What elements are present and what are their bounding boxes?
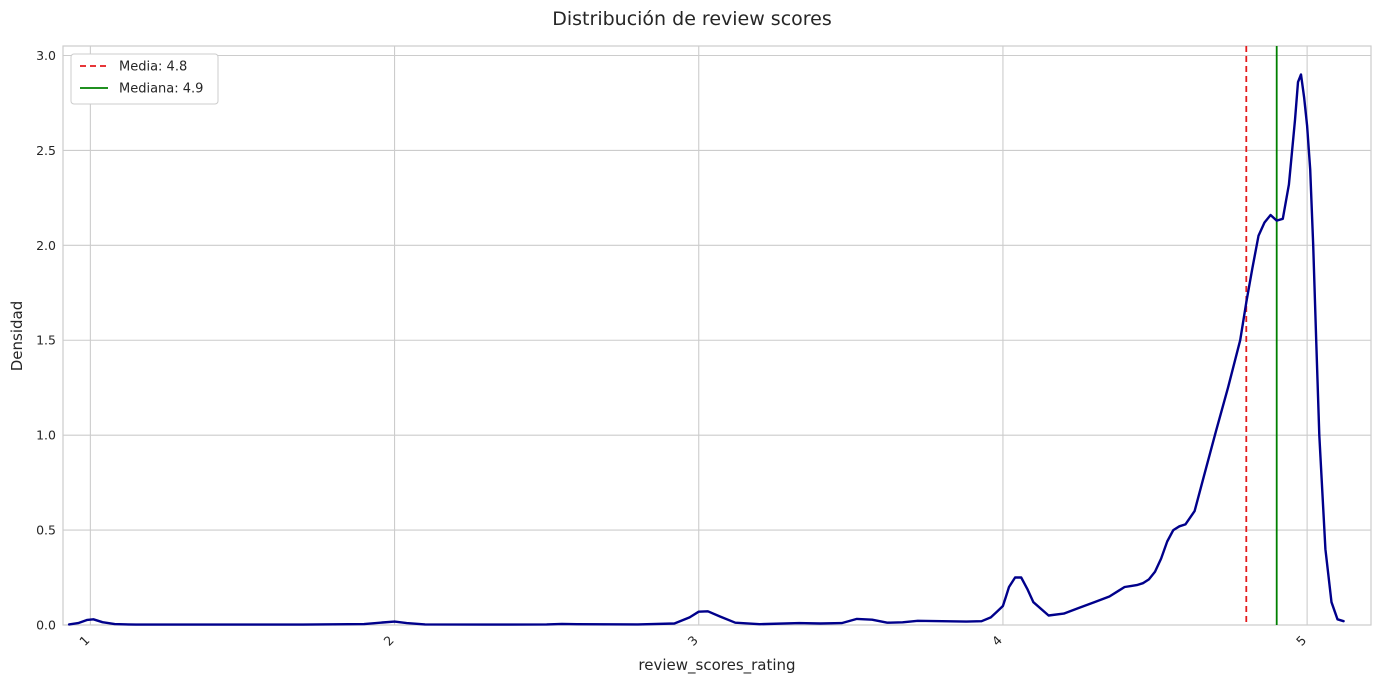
y-tick-label: 1.5 xyxy=(36,333,56,348)
y-tick-label: 1.0 xyxy=(36,428,56,443)
y-tick-label: 2.5 xyxy=(36,143,56,158)
legend-label: Media: 4.8 xyxy=(119,60,187,75)
density-curve-line xyxy=(67,73,1345,626)
y-axis-label: Densidad xyxy=(8,301,26,372)
grid xyxy=(63,46,1371,625)
x-axis-label: review_scores_rating xyxy=(638,656,795,675)
x-tick-label: 1 xyxy=(76,633,92,649)
x-axis-ticks: 1 2 3 4 5 xyxy=(76,632,1309,648)
legend-box xyxy=(70,53,219,105)
y-tick-label: 2.0 xyxy=(36,238,56,253)
x-tick-label: 5 xyxy=(1293,633,1309,649)
plot-frame xyxy=(62,45,1372,626)
y-tick-label: 0.5 xyxy=(36,523,56,538)
x-tick-label: 4 xyxy=(989,632,1005,648)
x-tick-label: 3 xyxy=(685,633,701,649)
y-tick-label: 3.0 xyxy=(36,48,56,63)
legend-label: Mediana: 4.9 xyxy=(119,82,203,97)
y-tick-label: 0.0 xyxy=(36,618,56,633)
chart-title: Distribución de review scores xyxy=(552,8,832,30)
x-tick-label: 2 xyxy=(380,633,396,649)
y-axis-ticks: 0.0 0.5 1.0 1.5 2.0 2.5 3.0 xyxy=(36,48,56,633)
reference-lines xyxy=(1245,46,1278,625)
legend: Media: 4.8 Mediana: 4.9 xyxy=(70,53,219,105)
